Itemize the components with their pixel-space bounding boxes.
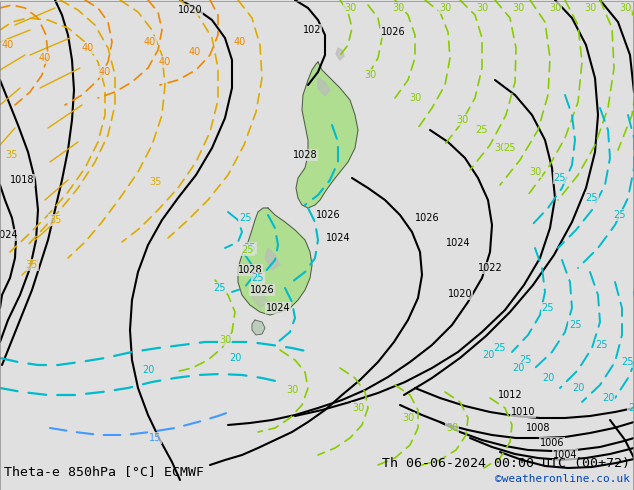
Text: 1026: 1026 (316, 210, 340, 220)
Text: 30: 30 (446, 423, 458, 433)
Text: 40: 40 (39, 53, 51, 63)
Text: 1018: 1018 (10, 175, 34, 185)
Text: 20: 20 (142, 365, 154, 375)
Text: 30: 30 (364, 70, 376, 80)
Text: 20: 20 (482, 350, 494, 360)
Text: 1026: 1026 (415, 213, 439, 223)
Text: 20: 20 (542, 373, 554, 383)
Text: 25: 25 (622, 357, 634, 367)
Text: 40: 40 (99, 67, 111, 77)
Text: 40: 40 (2, 40, 14, 50)
Text: 25: 25 (519, 355, 531, 365)
Text: 30: 30 (392, 3, 404, 13)
Text: 25: 25 (586, 193, 598, 203)
Text: 25: 25 (214, 283, 226, 293)
Text: 35: 35 (149, 177, 161, 187)
Text: 30: 30 (219, 335, 231, 345)
Text: 1010: 1010 (511, 407, 535, 417)
Text: 25: 25 (541, 303, 554, 313)
Text: 30: 30 (439, 3, 451, 13)
Polygon shape (296, 62, 358, 208)
Polygon shape (252, 288, 268, 308)
Text: 1024: 1024 (0, 230, 18, 240)
Polygon shape (238, 208, 312, 315)
Text: ©weatheronline.co.uk: ©weatheronline.co.uk (495, 474, 630, 484)
Text: 25: 25 (476, 125, 488, 135)
Text: 1020: 1020 (178, 5, 202, 15)
Text: 25: 25 (596, 340, 608, 350)
Text: Theta-e 850hPa [°C] ECMWF: Theta-e 850hPa [°C] ECMWF (4, 465, 204, 478)
Text: 102: 102 (303, 25, 321, 35)
Text: 25: 25 (504, 143, 516, 153)
Polygon shape (265, 248, 280, 270)
Text: 25: 25 (569, 320, 581, 330)
Text: 1024: 1024 (326, 233, 351, 243)
Text: 40: 40 (144, 37, 156, 47)
Polygon shape (252, 320, 265, 335)
Text: 30: 30 (344, 3, 356, 13)
Text: 35: 35 (6, 150, 18, 160)
Text: 30: 30 (549, 3, 561, 13)
Polygon shape (336, 48, 344, 60)
Text: 25: 25 (553, 173, 566, 183)
Text: 1026: 1026 (250, 285, 275, 295)
Text: 15: 15 (149, 433, 161, 443)
Text: 25: 25 (239, 213, 251, 223)
Text: Th 06-06-2024 00:00 UTC (00+72): Th 06-06-2024 00:00 UTC (00+72) (382, 457, 630, 470)
Text: 30: 30 (409, 93, 421, 103)
Polygon shape (318, 78, 330, 96)
Text: 20: 20 (572, 383, 584, 393)
Text: 35: 35 (49, 215, 61, 225)
Text: 40: 40 (234, 37, 246, 47)
Text: 30: 30 (352, 403, 364, 413)
Text: 30: 30 (529, 167, 541, 177)
Text: 1028: 1028 (238, 265, 262, 275)
Text: 1026: 1026 (380, 27, 405, 37)
Text: 30: 30 (476, 3, 488, 13)
Text: 40: 40 (159, 57, 171, 67)
Text: 30: 30 (512, 3, 524, 13)
Text: 30: 30 (402, 413, 414, 423)
Text: 1006: 1006 (540, 438, 564, 448)
Text: 30: 30 (584, 3, 596, 13)
Text: 25: 25 (252, 273, 264, 283)
Text: 25: 25 (243, 243, 256, 253)
Text: 1024: 1024 (266, 303, 290, 313)
Text: 20: 20 (512, 363, 524, 373)
Text: 30: 30 (456, 115, 468, 125)
Text: 25: 25 (493, 343, 505, 353)
Text: 1028: 1028 (293, 150, 317, 160)
Text: 1020: 1020 (448, 289, 472, 299)
Text: 20: 20 (229, 353, 241, 363)
Text: 1022: 1022 (477, 263, 502, 273)
Text: 30: 30 (494, 143, 506, 153)
Text: 35: 35 (26, 260, 38, 270)
Text: 1012: 1012 (498, 390, 522, 400)
Text: 1004: 1004 (553, 450, 577, 460)
Text: 25: 25 (614, 210, 626, 220)
Text: 1008: 1008 (526, 423, 550, 433)
Text: 30: 30 (619, 3, 631, 13)
Text: 25: 25 (242, 245, 254, 255)
Text: 40: 40 (82, 43, 94, 53)
Text: 20: 20 (628, 403, 634, 413)
Text: 20: 20 (602, 393, 614, 403)
Text: 1024: 1024 (446, 238, 470, 248)
Text: 40: 40 (189, 47, 201, 57)
Text: 30: 30 (286, 385, 298, 395)
